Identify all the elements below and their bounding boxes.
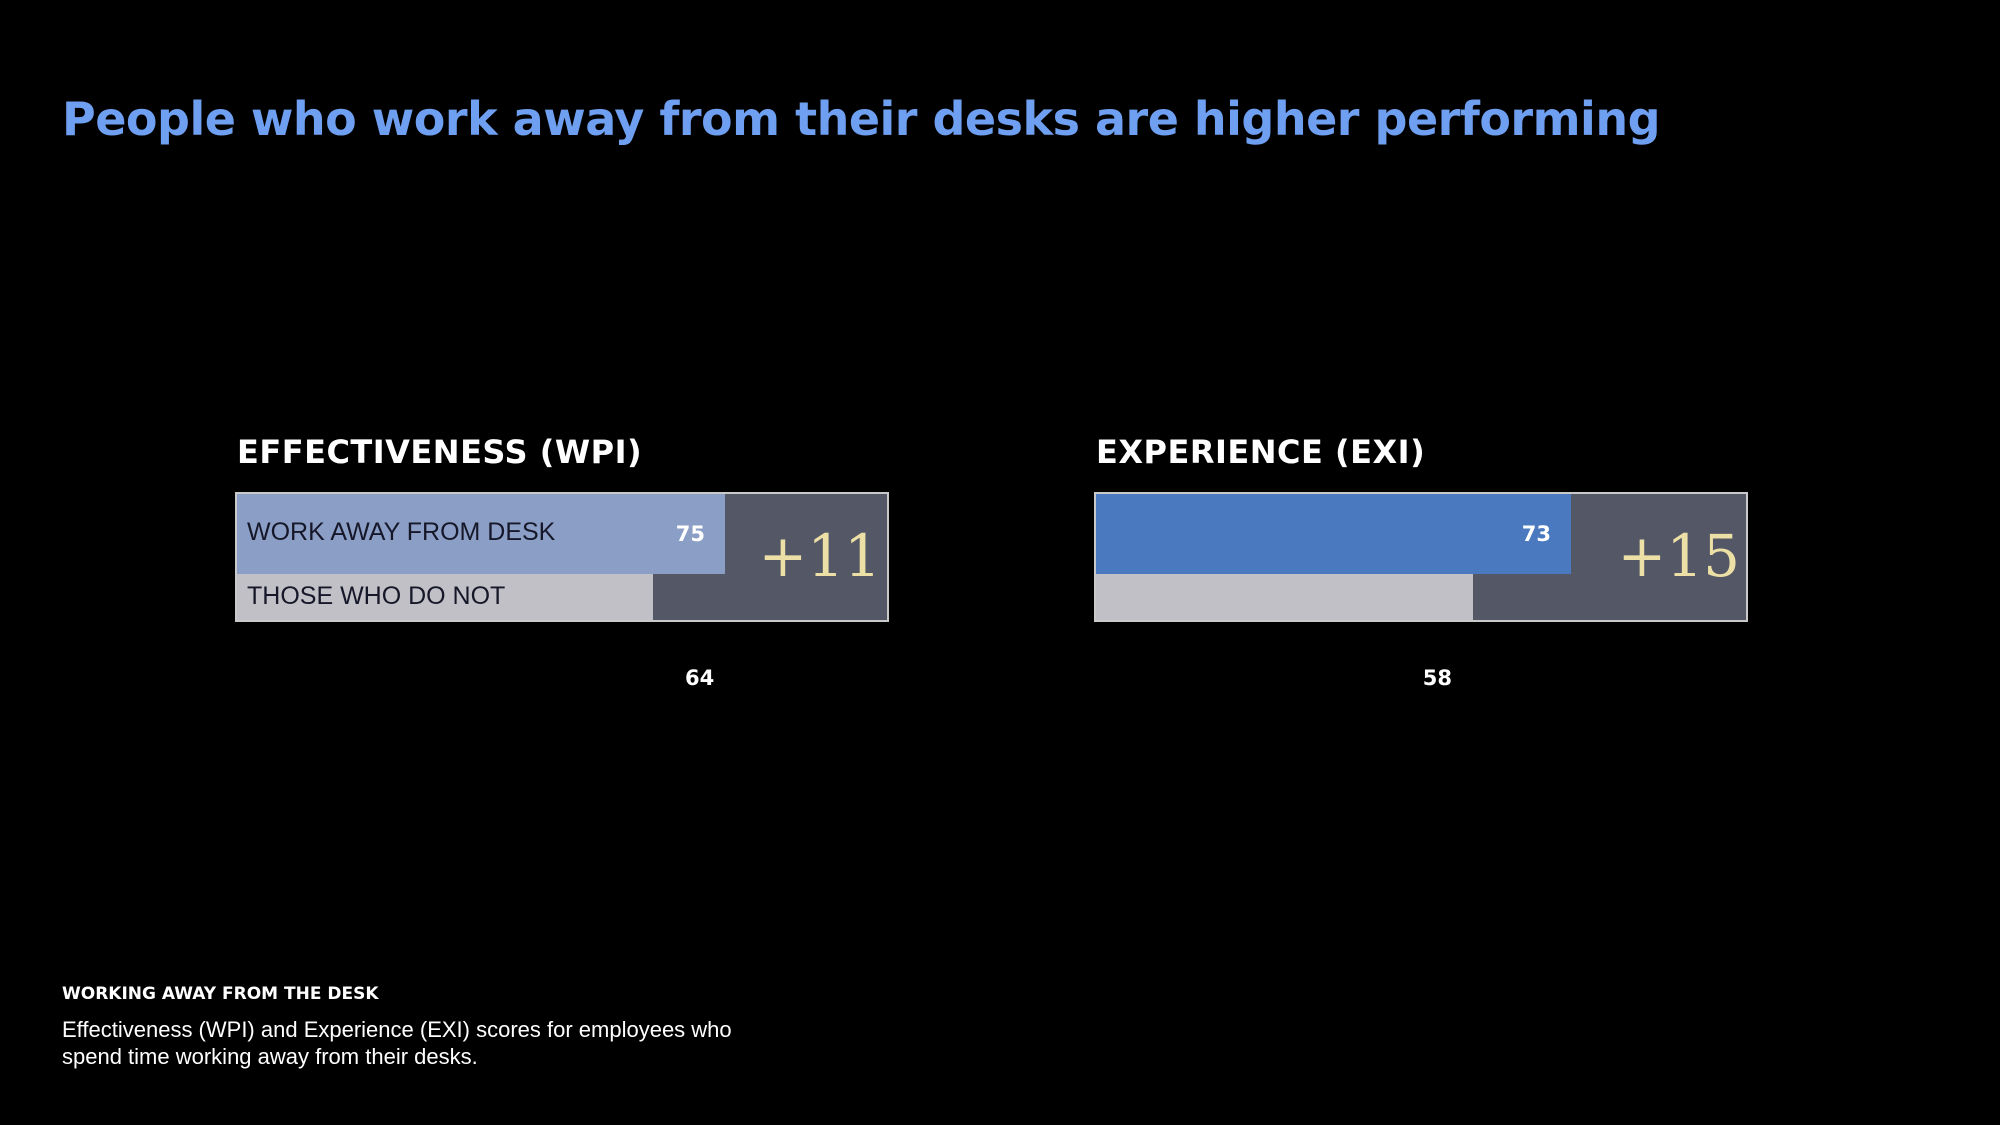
- bar-value-label: 73: [1521, 522, 1551, 546]
- bar-category-label: THOSE WHO DO NOT: [247, 582, 506, 610]
- footnote-text: Effectiveness (WPI) and Experience (EXI)…: [62, 1017, 732, 1069]
- bar-value-label: 75: [675, 522, 705, 546]
- bar-work-away-from-desk: WORK AWAY FROM DESK 75: [237, 494, 725, 574]
- chart-title: EXPERIENCE (EXI): [1096, 433, 1426, 471]
- page-title: People who work away from their desks ar…: [62, 92, 1661, 146]
- bar-value-label: 64: [685, 666, 715, 690]
- chart-title: EFFECTIVENESS (WPI): [237, 433, 643, 471]
- bar-value-label: 58: [1422, 666, 1452, 690]
- effectiveness-chart: EFFECTIVENESS (WPI) WORK AWAY FROM DESK …: [235, 432, 889, 690]
- difference-label: +11: [758, 522, 881, 590]
- footnote-heading: WORKING AWAY FROM THE DESK: [62, 984, 379, 1004]
- bar-work-away-from-desk: 73: [1096, 494, 1571, 574]
- experience-chart: EXPERIENCE (EXI) 73 58 +15: [1094, 432, 1748, 690]
- bar-those-who-do-not: 58: [1096, 574, 1473, 690]
- bar-category-label: WORK AWAY FROM DESK: [247, 518, 556, 546]
- bar-track: 73 58 +15: [1094, 492, 1748, 690]
- bar-track: WORK AWAY FROM DESK 75 THOSE WHO DO NOT …: [235, 492, 889, 690]
- bar-those-who-do-not: THOSE WHO DO NOT 64: [237, 574, 714, 690]
- difference-label: +15: [1617, 522, 1740, 590]
